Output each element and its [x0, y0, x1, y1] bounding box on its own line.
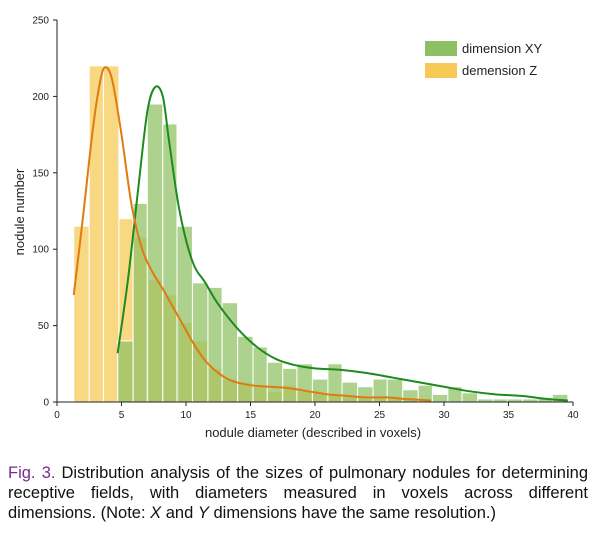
- dimension-xy-bar-8: [237, 335, 254, 403]
- caption-var-y: Y: [197, 504, 209, 522]
- legend-swatch-dimension-xy: [425, 41, 457, 56]
- dimension-xy-bar-12: [296, 363, 313, 403]
- x-axis-label: nodule diameter (described in voxels): [205, 425, 421, 440]
- legend-label-demension-z: demension Z: [462, 63, 537, 78]
- axes: 0 5 10 15 20 25 30 35 40 0 50 100 150 200 250: [32, 16, 579, 422]
- x-tick-label: 35: [503, 410, 515, 421]
- dimension-xy-bar-7: [221, 302, 239, 403]
- x-tick-label: 5: [119, 410, 125, 421]
- caption-text-and: and: [161, 504, 198, 522]
- caption-text-part2: dimensions have the same resolution.): [208, 504, 496, 522]
- x-tick-label: 0: [54, 410, 60, 421]
- dimension-xy-bar-16: [357, 386, 374, 403]
- x-tick-label: 15: [245, 410, 257, 421]
- dimension-xy-bar-6: [207, 286, 223, 403]
- dimension-xy-bar-2: [146, 103, 164, 403]
- caption-var-x: X: [150, 504, 162, 522]
- bars-dimension-xy: [117, 103, 569, 403]
- kde-line-dimension-xy: [116, 85, 568, 402]
- dimension-xy-bar-15: [341, 381, 359, 403]
- demension-z-bar-0: [73, 225, 90, 403]
- x-tick-label: 20: [309, 410, 321, 421]
- legend: dimension XY demension Z: [425, 41, 543, 78]
- y-tick-label: 100: [32, 245, 49, 256]
- y-tick-label: 50: [38, 321, 50, 332]
- dimension-xy-bar-13: [311, 378, 329, 403]
- y-tick-label: 250: [32, 16, 49, 27]
- dimension-xy-bar-5: [191, 282, 209, 403]
- y-tick-label: 200: [32, 92, 49, 103]
- dimension-xy-bar-11: [282, 367, 298, 403]
- dimension-xy-bar-21: [431, 393, 449, 403]
- legend-swatch-demension-z: [425, 63, 457, 78]
- y-axis-label: nodule number: [12, 168, 27, 255]
- caption-text-part1: Distribution analysis of the sizes of pu…: [8, 464, 588, 522]
- x-tick-label: 40: [567, 410, 579, 421]
- dimension-xy-bar-23: [461, 392, 479, 403]
- x-tick-label: 25: [374, 410, 386, 421]
- kde-line-demension-z: [72, 66, 432, 402]
- y-tick-label: 0: [43, 398, 49, 409]
- dimension-xy-bar-0: [117, 340, 134, 403]
- x-tick-label: 30: [438, 410, 450, 421]
- demension-z-bar-2: [102, 65, 120, 403]
- dimension-xy-bar-1: [132, 202, 148, 403]
- dimension-xy-bar-10: [266, 361, 284, 403]
- histogram-chart: 0 5 10 15 20 25 30 35 40 0 50 100 150 200 250 dimensio…: [12, 16, 579, 441]
- dimension-xy-bar-17: [372, 378, 388, 403]
- caption-figure-label: Fig. 3.: [8, 464, 56, 482]
- legend-label-dimension-xy: dimension XY: [462, 41, 543, 56]
- y-tick-label: 150: [32, 168, 49, 179]
- dimension-xy-bar-9: [252, 346, 268, 403]
- dimension-xy-bar-3: [162, 123, 178, 403]
- figure-caption: Fig. 3. Distribution analysis of the size…: [8, 463, 588, 523]
- x-tick-label: 10: [180, 410, 192, 421]
- demension-z-bar-1: [88, 65, 104, 403]
